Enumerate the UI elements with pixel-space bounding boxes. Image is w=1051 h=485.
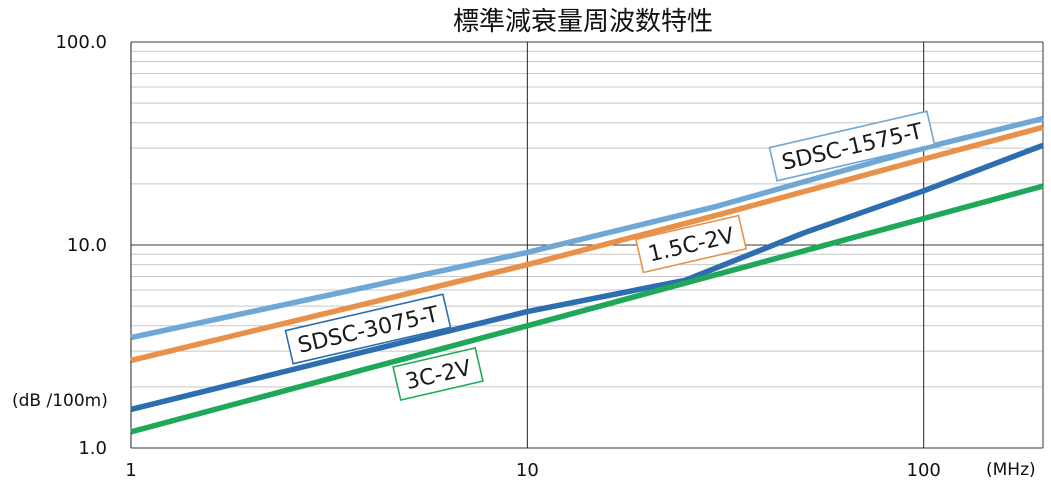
series-line	[130, 142, 1044, 413]
chart-title: 標準減衰量周波数特性	[453, 7, 713, 37]
x-tick-label: 1	[125, 460, 136, 481]
series-lines	[130, 115, 1044, 435]
x-axis-unit: (MHz)	[986, 460, 1036, 480]
y-tick-label: 1.0	[78, 438, 107, 459]
y-tick-label: 10.0	[67, 235, 107, 256]
series-label-box	[768, 110, 936, 182]
series-label-box	[392, 346, 484, 402]
series-label-box	[284, 293, 452, 365]
y-tick-label: 100.0	[55, 32, 107, 53]
series-label-box	[634, 214, 748, 274]
y-axis-unit: (dB /100m)	[12, 391, 108, 411]
series-label: 3C-2V	[392, 346, 484, 402]
tick-labels: 1.0 10.0 100.0 1 10 100	[55, 32, 940, 481]
x-tick-label: 10	[516, 460, 539, 481]
series-line	[130, 124, 1044, 364]
x-tick-label: 100	[907, 460, 941, 481]
series-line	[130, 183, 1044, 435]
series-line	[130, 115, 1044, 341]
grid	[130, 41, 1044, 449]
